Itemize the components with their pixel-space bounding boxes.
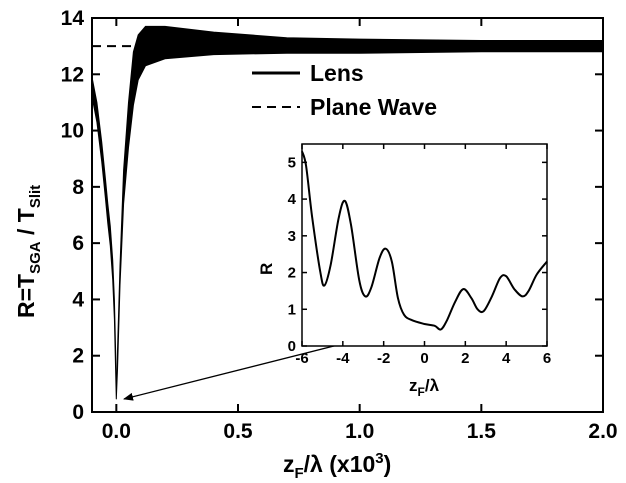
inset-x-tick-label: -2 bbox=[377, 350, 390, 367]
inset-x-tick-label: 2 bbox=[461, 350, 469, 367]
inset-axis-ticks: -6 -4 -2 0 2 4 6 0 1 2 3 4 5 bbox=[288, 144, 551, 367]
inset-y-tick-label: 2 bbox=[288, 265, 296, 282]
inset-y-tick-label: 1 bbox=[288, 301, 296, 318]
y-tick-label: 14 bbox=[61, 7, 85, 30]
inset-x-tick-label: 4 bbox=[502, 350, 511, 367]
x-tick-label: 1.0 bbox=[345, 420, 374, 443]
y-tick-label: 4 bbox=[72, 288, 84, 311]
x-tick-label: 1.5 bbox=[467, 420, 497, 443]
inset-plot-background bbox=[302, 144, 547, 346]
inset-x-tick-label: 6 bbox=[543, 350, 551, 367]
main-plot-frame bbox=[91, 17, 604, 413]
y-axis-title: R=TSGA / TSlit bbox=[13, 185, 44, 318]
inset-x-tick-label: -6 bbox=[295, 350, 308, 367]
x-axis-title: zF/λ (x103) bbox=[283, 450, 391, 482]
legend: Lens Plane Wave bbox=[252, 60, 437, 120]
y-tick-label: 10 bbox=[61, 120, 84, 143]
inset-y-tick-label: 5 bbox=[288, 154, 296, 171]
y-tick-label: 12 bbox=[61, 63, 84, 86]
inset-x-axis-title: zF/λ bbox=[409, 376, 440, 399]
inset-x-tick-label: 0 bbox=[420, 350, 428, 367]
inset-y-tick-label: 0 bbox=[288, 338, 296, 355]
y-tick-label: 2 bbox=[72, 345, 84, 368]
legend-lens-label: Lens bbox=[310, 60, 364, 86]
y-tick-label: 0 bbox=[72, 401, 84, 424]
x-tick-label: 0.0 bbox=[102, 420, 131, 443]
inset-series-line bbox=[301, 150, 548, 331]
legend-plane-wave-label: Plane Wave bbox=[310, 94, 437, 120]
inset-y-tick-label: 4 bbox=[288, 191, 297, 208]
x-tick-label: 2.0 bbox=[588, 420, 617, 443]
inset-y-tick-label: 3 bbox=[288, 228, 296, 245]
y-tick-label: 6 bbox=[72, 232, 84, 255]
inset-x-tick-label: -4 bbox=[336, 350, 350, 367]
x-tick-label: 0.5 bbox=[223, 420, 253, 443]
inset-y-axis-title: R bbox=[257, 263, 276, 275]
y-tick-label: 8 bbox=[72, 176, 84, 199]
inset-plot: -6 -4 -2 0 2 4 6 0 1 2 3 4 5 R zF/λ bbox=[257, 143, 551, 399]
